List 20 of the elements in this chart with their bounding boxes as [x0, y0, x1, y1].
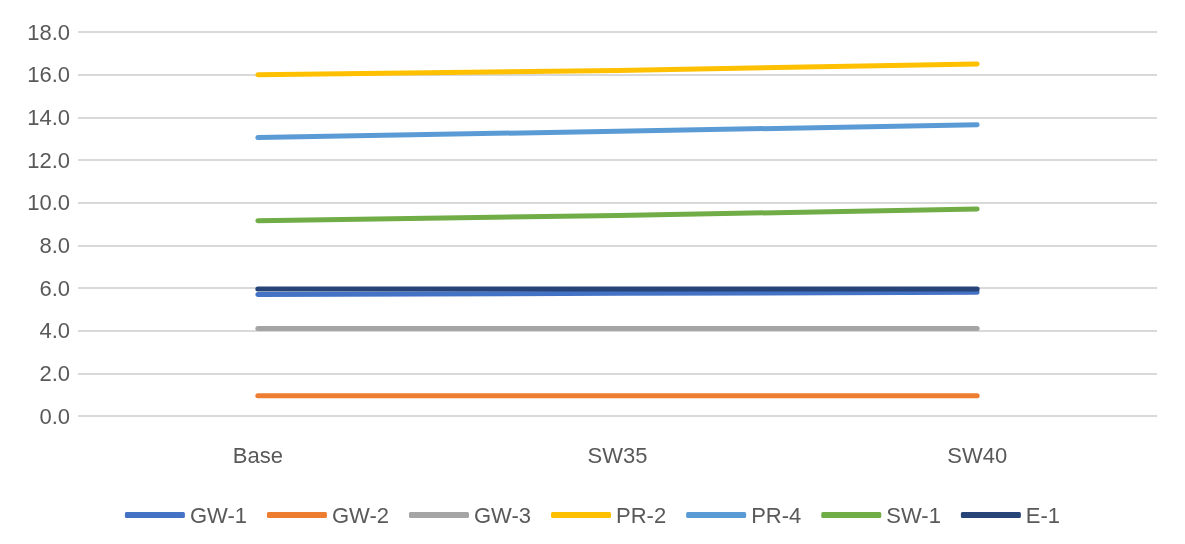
x-tick-label: SW40: [947, 442, 1008, 468]
legend-label: PR-2: [616, 502, 667, 528]
y-tick-label: 0.0: [39, 403, 70, 429]
y-tick-label: 12.0: [27, 147, 70, 173]
y-tick-label: 8.0: [39, 232, 70, 258]
legend-label: PR-4: [751, 502, 802, 528]
y-tick-label: 2.0: [39, 360, 70, 386]
y-tick-label: 4.0: [39, 318, 70, 344]
y-tick-label: 14.0: [27, 104, 70, 130]
x-tick-label: Base: [232, 442, 283, 468]
legend-label: GW-2: [331, 502, 389, 528]
legend-label: E-1: [1025, 502, 1061, 528]
y-tick-label: 6.0: [39, 275, 70, 301]
y-tick-label: 16.0: [27, 62, 70, 88]
legend-label: GW-3: [473, 502, 532, 528]
y-tick-label: 18.0: [27, 19, 70, 45]
legend-label: GW-1: [189, 502, 247, 528]
legend-label: SW-1: [886, 502, 941, 528]
y-tick-label: 10.0: [27, 190, 70, 216]
x-tick-label: SW35: [587, 442, 648, 468]
